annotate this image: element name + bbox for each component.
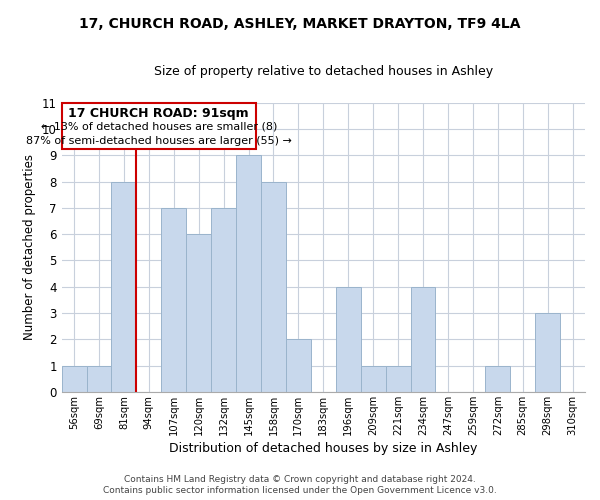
Text: ← 13% of detached houses are smaller (8): ← 13% of detached houses are smaller (8) <box>41 122 277 132</box>
Bar <box>361 366 386 392</box>
Bar <box>386 366 410 392</box>
Title: Size of property relative to detached houses in Ashley: Size of property relative to detached ho… <box>154 65 493 78</box>
Bar <box>485 366 510 392</box>
Bar <box>62 366 86 392</box>
Text: Contains HM Land Registry data © Crown copyright and database right 2024.: Contains HM Land Registry data © Crown c… <box>124 475 476 484</box>
Bar <box>236 156 261 392</box>
Bar <box>286 340 311 392</box>
Text: 17, CHURCH ROAD, ASHLEY, MARKET DRAYTON, TF9 4LA: 17, CHURCH ROAD, ASHLEY, MARKET DRAYTON,… <box>79 18 521 32</box>
Bar <box>86 366 112 392</box>
Y-axis label: Number of detached properties: Number of detached properties <box>23 154 36 340</box>
FancyBboxPatch shape <box>62 103 256 149</box>
Bar <box>410 287 436 392</box>
Bar <box>211 208 236 392</box>
X-axis label: Distribution of detached houses by size in Ashley: Distribution of detached houses by size … <box>169 442 478 455</box>
Bar <box>535 313 560 392</box>
Bar <box>161 208 186 392</box>
Bar <box>186 234 211 392</box>
Text: 17 CHURCH ROAD: 91sqm: 17 CHURCH ROAD: 91sqm <box>68 107 249 120</box>
Text: 87% of semi-detached houses are larger (55) →: 87% of semi-detached houses are larger (… <box>26 136 292 146</box>
Bar <box>261 182 286 392</box>
Text: Contains public sector information licensed under the Open Government Licence v3: Contains public sector information licen… <box>103 486 497 495</box>
Bar <box>112 182 136 392</box>
Bar <box>336 287 361 392</box>
